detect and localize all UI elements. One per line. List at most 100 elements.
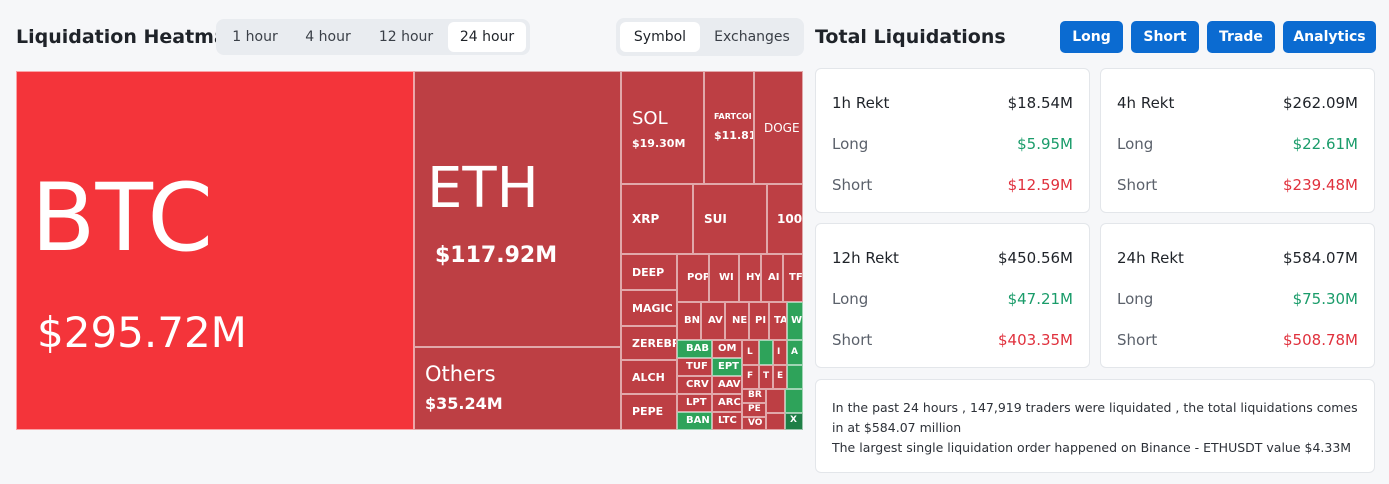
tile-r1[interactable]	[766, 389, 785, 413]
tile-pe-symbol: PE	[748, 404, 761, 414]
tab-24-hour[interactable]: 24 hour	[448, 22, 526, 52]
tile-r2[interactable]	[766, 413, 785, 430]
tile-doge-symbol: DOGE	[764, 121, 800, 135]
tile-tf[interactable]: TF	[783, 254, 803, 302]
tile-crv[interactable]: CRV	[677, 376, 712, 394]
tile-others[interactable]: Others $35.24M	[414, 347, 621, 430]
tile-e-symbol: E	[777, 371, 784, 381]
tile-a[interactable]: A	[787, 340, 803, 365]
tile-magic-symbol: MAGIC	[632, 302, 673, 315]
tile-ta[interactable]: TA	[769, 302, 787, 340]
tile-arc-symbol: ARC	[718, 397, 741, 408]
tile-alch-symbol: ALCH	[632, 371, 665, 384]
tile-tuf[interactable]: TUF	[677, 358, 712, 376]
tile-btc-value: $295.72M	[37, 308, 247, 357]
tile-doge[interactable]: DOGE	[754, 71, 803, 184]
card-24h-short-value: $508.78M	[1283, 331, 1358, 349]
liquidation-heatmap: BTC $295.72M ETH $117.92M Others $35.24M…	[16, 71, 803, 430]
tile-pi[interactable]: PI	[749, 302, 769, 340]
tile-om[interactable]: OM	[712, 340, 742, 358]
card-12h-long-label: Long	[832, 290, 869, 308]
tile-ltc[interactable]: LTC	[712, 412, 742, 430]
tab-12-hour[interactable]: 12 hour	[378, 29, 434, 45]
tile-sui[interactable]: SUI	[693, 184, 767, 254]
tile-lpt[interactable]: LPT	[677, 394, 712, 412]
tile-btc-symbol: BTC	[31, 164, 214, 273]
tile-pop-symbol: POP	[687, 272, 709, 283]
card-4h-label: 4h Rekt	[1117, 94, 1175, 112]
tile-x[interactable]: X	[785, 413, 803, 430]
tile-ne-symbol: NE	[732, 315, 748, 326]
tile-xrp[interactable]: XRP	[621, 184, 693, 254]
card-1h-short-label: Short	[832, 176, 873, 194]
tile-br[interactable]: BR	[742, 389, 766, 403]
tile-x-symbol: X	[790, 415, 797, 425]
tile-fartcoin-symbol: FARTCOI	[714, 112, 752, 121]
tile-t[interactable]: T	[759, 365, 773, 389]
tab-exchanges[interactable]: Exchanges	[714, 29, 790, 45]
tile-deep[interactable]: DEEP	[621, 254, 677, 290]
tile-g1[interactable]	[759, 340, 773, 365]
tile-lpt-symbol: LPT	[686, 397, 707, 408]
tile-ban[interactable]: BAN	[677, 412, 712, 430]
tile-zerebro[interactable]: ZEREBR	[621, 326, 677, 360]
long-button[interactable]: Long	[1060, 21, 1123, 53]
tile-hy-symbol: HY	[746, 272, 761, 283]
tile-fartcoin[interactable]: FARTCOI $11.81I	[704, 71, 754, 184]
tile-av[interactable]: AV	[701, 302, 725, 340]
tile-wi[interactable]: WI	[709, 254, 739, 302]
tile-bn[interactable]: BN	[677, 302, 701, 340]
tile-aav[interactable]: AAV	[712, 376, 742, 394]
tile-magic[interactable]: MAGIC	[621, 290, 677, 326]
trade-button[interactable]: Trade	[1207, 21, 1275, 53]
tile-e[interactable]: E	[773, 365, 787, 389]
tile-l[interactable]: L	[742, 340, 759, 365]
card-24h-long-label: Long	[1117, 290, 1154, 308]
tile-ai[interactable]: AI	[761, 254, 783, 302]
tile-pop[interactable]: POP	[677, 254, 709, 302]
tile-g3[interactable]	[785, 389, 803, 413]
tile-alch[interactable]: ALCH	[621, 360, 677, 394]
card-1h-total-row: 1h Rekt $18.54M	[832, 94, 1073, 116]
tile-btc[interactable]: BTC $295.72M	[16, 71, 414, 430]
card-12h-total-row: 12h Rekt $450.56M	[832, 249, 1073, 271]
card-1h-long-label: Long	[832, 135, 869, 153]
tab-symbol[interactable]: Symbol	[620, 22, 700, 52]
card-1h-short-row: Short $12.59M	[832, 176, 1073, 198]
tile-eth-symbol: ETH	[427, 156, 539, 221]
card-1h-long-row: Long $5.95M	[832, 135, 1073, 157]
tile-i[interactable]: I	[773, 340, 787, 365]
tile-sol[interactable]: SOL $19.30M	[621, 71, 704, 184]
tile-wi-symbol: WI	[719, 272, 734, 283]
tile-om-symbol: OM	[718, 343, 737, 354]
tile-bab[interactable]: BAB	[677, 340, 712, 358]
tile-ne[interactable]: NE	[725, 302, 749, 340]
tile-aav-symbol: AAV	[718, 379, 741, 390]
tile-vo[interactable]: VO	[742, 417, 766, 430]
short-button[interactable]: Short	[1131, 21, 1199, 53]
tab-1-hour[interactable]: 1 hour	[232, 29, 278, 45]
tile-w[interactable]: W	[787, 302, 803, 340]
tile-pe[interactable]: PE	[742, 403, 766, 417]
tile-bab-symbol: BAB	[686, 343, 709, 354]
card-1h-short-value: $12.59M	[1007, 176, 1073, 194]
card-4h-long-label: Long	[1117, 135, 1154, 153]
analytics-button[interactable]: Analytics	[1283, 21, 1376, 53]
tab-4-hour[interactable]: 4 hour	[305, 29, 351, 45]
summary-line-2: The largest single liquidation order hap…	[832, 440, 1352, 455]
tile-t-symbol: T	[763, 371, 770, 381]
tile-arc[interactable]: ARC	[712, 394, 742, 412]
card-12h-long-value: $47.21M	[1007, 290, 1073, 308]
tile-pepe[interactable]: PEPE	[621, 394, 677, 430]
tile-f[interactable]: F	[742, 365, 759, 389]
tile-eth[interactable]: ETH $117.92M	[414, 71, 621, 347]
tile-ept[interactable]: EPT	[712, 358, 742, 376]
tile-av-symbol: AV	[708, 315, 723, 326]
tile-hy[interactable]: HY	[739, 254, 761, 302]
tile-ai-symbol: AI	[768, 272, 780, 283]
tile-1000[interactable]: 1000	[767, 184, 803, 254]
tile-eth-value: $117.92M	[435, 243, 558, 268]
tile-crv-symbol: CRV	[686, 379, 709, 390]
tile-g2[interactable]	[787, 365, 803, 389]
liquidation-summary: In the past 24 hours , 147,919 traders w…	[815, 379, 1375, 473]
